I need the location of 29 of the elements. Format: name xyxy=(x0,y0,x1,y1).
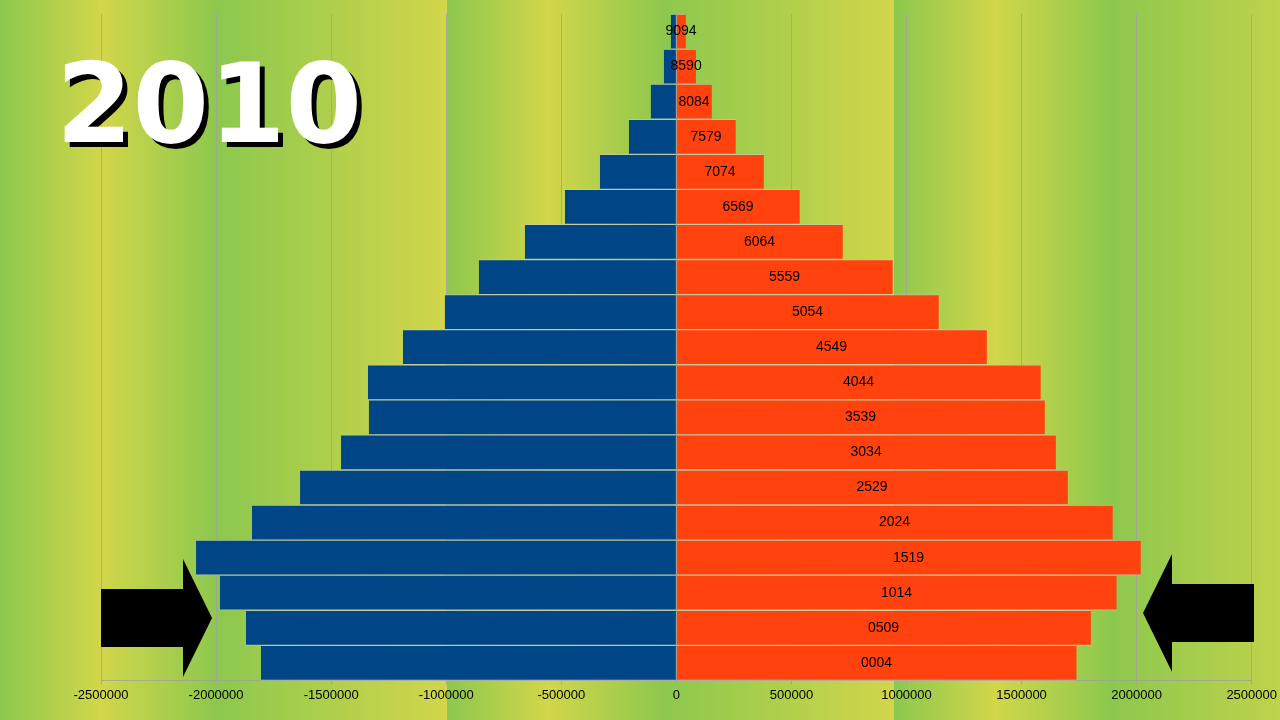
y-tick-label: 1014 xyxy=(880,583,913,600)
y-tick-label: 4044 xyxy=(842,373,875,390)
x-tick-label: -2000000 xyxy=(188,686,244,702)
y-tick-label: 0004 xyxy=(860,653,893,670)
y-tick-label: 7074 xyxy=(704,162,736,179)
y-tick-label: 6569 xyxy=(722,197,754,214)
x-tick-label: -2500000 xyxy=(73,686,129,702)
y-tick-label: 7579 xyxy=(690,127,722,144)
x-tick-label: 1000000 xyxy=(881,686,932,702)
y-tick-label: 5054 xyxy=(791,302,824,319)
y-tick-label: 6064 xyxy=(743,232,776,249)
y-tick-label: 2024 xyxy=(878,513,911,530)
y-tick-label: 8084 xyxy=(678,92,710,109)
x-tick-label: 2500000 xyxy=(1226,686,1278,702)
y-tick-label: 3539 xyxy=(845,408,877,425)
x-tick-label: -500000 xyxy=(537,686,586,702)
y-tick-label: 0509 xyxy=(868,618,900,635)
chart-title: 2010 xyxy=(56,40,363,168)
x-tick-label: 1500000 xyxy=(996,686,1047,702)
y-tick-label: 3034 xyxy=(850,443,882,460)
y-tick-label: 2529 xyxy=(856,478,888,495)
x-tick-label: -1500000 xyxy=(303,686,359,702)
x-tick-label: -1000000 xyxy=(418,686,474,702)
x-tick-label: 500000 xyxy=(769,686,814,702)
y-tick-label: 1519 xyxy=(892,548,925,565)
y-tick-label: 5559 xyxy=(768,267,801,284)
y-tick-label: 4549 xyxy=(816,338,848,355)
x-tick-label: 0 xyxy=(672,686,680,702)
x-tick-label: 2000000 xyxy=(1111,686,1162,702)
